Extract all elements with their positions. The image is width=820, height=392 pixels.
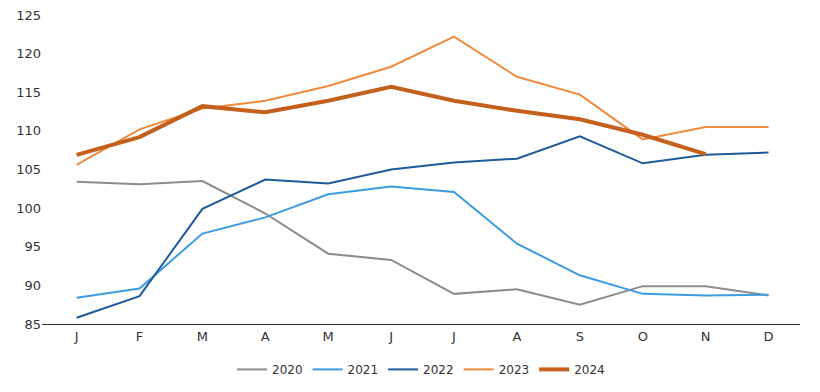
svg-text:100: 100 bbox=[16, 201, 41, 216]
svg-text:85: 85 bbox=[24, 317, 41, 332]
svg-text:90: 90 bbox=[24, 278, 41, 293]
svg-text:2023: 2023 bbox=[499, 363, 530, 377]
svg-text:125: 125 bbox=[16, 8, 41, 23]
svg-text:2020: 2020 bbox=[272, 363, 303, 377]
svg-text:S: S bbox=[576, 329, 584, 344]
svg-text:A: A bbox=[512, 329, 521, 344]
svg-text:D: D bbox=[764, 329, 774, 344]
svg-text:2024: 2024 bbox=[574, 363, 605, 377]
svg-text:120: 120 bbox=[16, 46, 41, 61]
svg-text:J: J bbox=[388, 329, 393, 344]
svg-text:J: J bbox=[451, 329, 456, 344]
svg-text:J: J bbox=[74, 329, 79, 344]
svg-text:F: F bbox=[136, 329, 143, 344]
svg-text:M: M bbox=[323, 329, 334, 344]
svg-text:A: A bbox=[261, 329, 270, 344]
svg-text:N: N bbox=[701, 329, 711, 344]
svg-text:95: 95 bbox=[24, 239, 41, 254]
svg-text:O: O bbox=[638, 329, 648, 344]
svg-text:2022: 2022 bbox=[423, 363, 454, 377]
svg-text:2021: 2021 bbox=[348, 363, 379, 377]
svg-text:115: 115 bbox=[16, 85, 41, 100]
svg-text:M: M bbox=[197, 329, 208, 344]
svg-text:110: 110 bbox=[16, 123, 41, 138]
svg-text:105: 105 bbox=[16, 162, 41, 177]
